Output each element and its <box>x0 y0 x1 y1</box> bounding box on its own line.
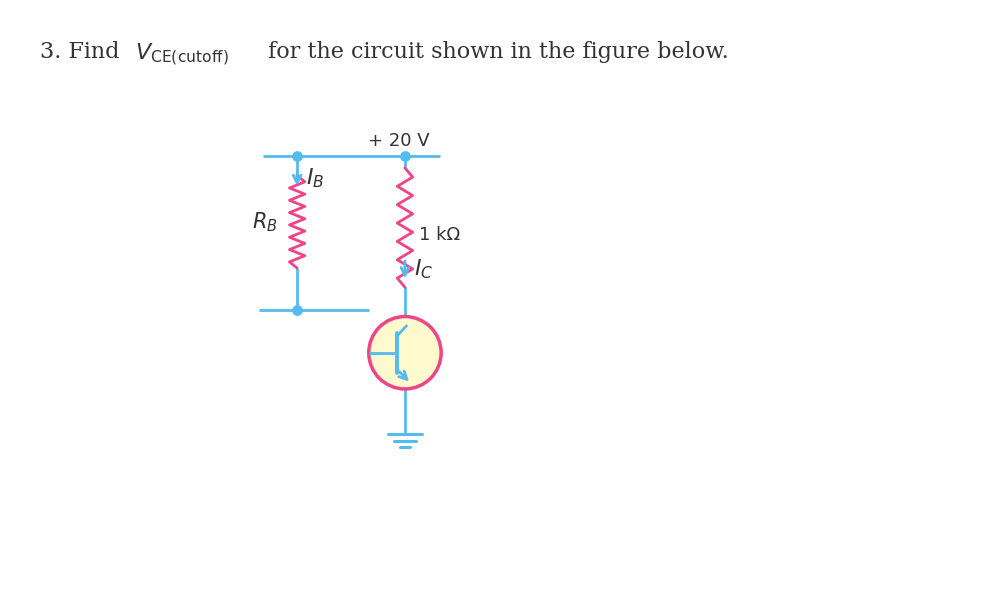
Text: 3. Find: 3. Find <box>40 41 126 63</box>
Circle shape <box>369 317 441 389</box>
Text: $\mathit{R}_{\mathit{B}}$: $\mathit{R}_{\mathit{B}}$ <box>252 210 278 233</box>
Text: 1 kΩ: 1 kΩ <box>419 226 460 244</box>
Point <box>397 152 413 161</box>
Point <box>290 306 306 315</box>
Text: $\mathit{I}_{\mathit{C}}$: $\mathit{I}_{\mathit{C}}$ <box>414 257 434 281</box>
Text: + 20 V: + 20 V <box>368 132 430 150</box>
Text: for the circuit shown in the figure below.: for the circuit shown in the figure belo… <box>261 41 728 63</box>
Point <box>290 152 306 161</box>
Text: $V_{\mathrm{CE(cutoff)}}$: $V_{\mathrm{CE(cutoff)}}$ <box>135 41 229 68</box>
Text: $\mathit{I}_{\mathit{B}}$: $\mathit{I}_{\mathit{B}}$ <box>307 166 325 190</box>
